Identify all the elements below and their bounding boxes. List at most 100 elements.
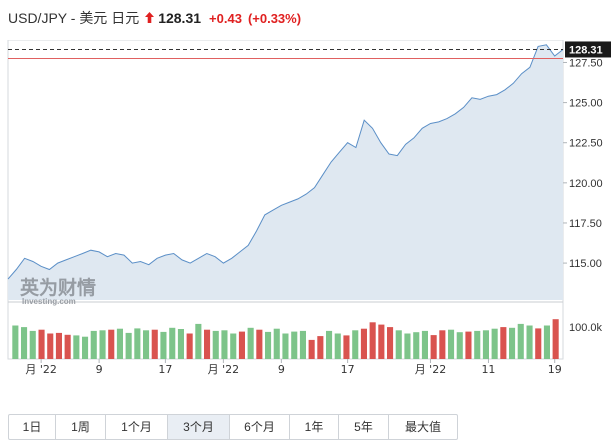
last-price: 128.31: [158, 10, 202, 26]
volume-bar: [552, 319, 559, 359]
quote-header: USD/JPY - 美元 日元 128.31 +0.43 (+0.33%): [8, 8, 301, 28]
volume-bar: [177, 329, 184, 359]
volume-bar: [55, 332, 62, 359]
price-area: [8, 44, 563, 300]
volume-bar: [195, 323, 202, 359]
volume-bar: [509, 327, 516, 359]
volume-bar: [343, 335, 350, 359]
range-button-2[interactable]: 1个月: [106, 415, 168, 439]
volume-bar: [160, 331, 167, 359]
volume-bar: [29, 330, 36, 359]
x-tick-label: 17: [158, 363, 172, 376]
volume-bar: [212, 330, 219, 359]
instrument-title: USD/JPY - 美元 日元: [8, 10, 140, 26]
volume-bar: [265, 331, 272, 359]
volume-bar: [273, 328, 280, 359]
range-button-5[interactable]: 1年: [290, 415, 339, 439]
volume-bar: [387, 327, 394, 359]
volume-bar: [73, 335, 80, 359]
x-tick-label: 9: [96, 363, 103, 376]
y-tick-label: 117.50: [569, 218, 602, 230]
volume-bar: [256, 329, 263, 359]
volume-bar: [421, 330, 428, 359]
x-tick-label: 月 '22: [25, 363, 57, 376]
volume-bar: [430, 335, 437, 359]
volume-bar: [82, 336, 89, 359]
volume-bar: [543, 325, 550, 359]
volume-bar: [230, 333, 237, 359]
svg-text:英为财情: 英为财情: [20, 276, 96, 299]
x-tick-label: 19: [548, 363, 562, 376]
volume-bar: [169, 327, 176, 359]
volume-bar: [535, 328, 542, 359]
volume-bar: [456, 332, 463, 359]
volume-bar: [143, 330, 150, 359]
price-change: +0.43: [209, 10, 242, 26]
range-button-6[interactable]: 5年: [339, 415, 389, 439]
volume-bar: [299, 330, 306, 359]
range-button-0[interactable]: 1日: [9, 415, 56, 439]
y-tick-label: 127.50: [569, 57, 603, 69]
volume-bar: [413, 332, 420, 359]
volume-bar: [125, 332, 132, 359]
volume-bar: [108, 329, 115, 359]
y-tick-label: 122.50: [569, 138, 603, 150]
volume-bar: [38, 329, 45, 359]
y-tick-label: 125.00: [569, 98, 603, 110]
volume-axis-label: 100.0k: [569, 322, 603, 334]
range-button-3[interactable]: 3个月: [168, 415, 230, 439]
volume-bar: [116, 328, 123, 359]
volume-bar: [500, 327, 507, 359]
up-arrow-icon: [145, 10, 155, 26]
volume-bar: [517, 323, 524, 359]
volume-bar: [308, 339, 315, 359]
volume-bar: [352, 330, 359, 359]
range-button-1[interactable]: 1周: [56, 415, 106, 439]
price-line: [7, 44, 564, 280]
volume-bar: [378, 324, 385, 359]
range-button-4[interactable]: 6个月: [230, 415, 290, 439]
volume-bar: [221, 330, 228, 359]
volume-bar: [21, 327, 28, 359]
x-tick-label: 11: [481, 363, 495, 376]
volume-bar: [151, 329, 158, 359]
y-tick-label: 120.00: [569, 178, 603, 190]
svg-text:128.31: 128.31: [569, 44, 603, 56]
y-tick-label: 115.00: [569, 258, 602, 270]
x-tick-label: 月 '22: [415, 363, 447, 376]
volume-bar: [186, 333, 193, 359]
volume-bar: [465, 331, 472, 359]
svg-text:Investing.com: Investing.com: [22, 297, 76, 306]
volume-bar: [90, 330, 97, 359]
volume-bar: [526, 325, 533, 359]
volume-bar: [360, 328, 367, 359]
volume-bar: [47, 333, 54, 359]
volume-bar: [282, 333, 289, 359]
time-range-selector: 1日 1周 1个月 3个月 6个月 1年 5年 最大值: [8, 414, 458, 440]
x-tick-label: 17: [341, 363, 355, 376]
volume-bar: [404, 333, 411, 359]
volume-bar: [291, 331, 298, 359]
volume-bar: [439, 330, 446, 359]
volume-bar: [482, 330, 489, 359]
volume-bar: [64, 334, 71, 359]
volume-bar: [474, 330, 481, 359]
volume-bar: [317, 336, 324, 359]
x-tick-label: 9: [278, 363, 285, 376]
volume-bar: [395, 330, 402, 359]
volume-bar: [448, 329, 455, 359]
volume-bar: [334, 333, 341, 359]
price-change-percent: (+0.33%): [247, 10, 302, 26]
volume-bar: [491, 328, 498, 359]
price-chart[interactable]: 127.50 125.00 122.50 120.00 117.50 115.00 128.…: [0, 40, 612, 385]
range-button-7[interactable]: 最大值: [404, 420, 441, 434]
volume-bar: [204, 329, 211, 359]
volume-bar: [247, 327, 254, 359]
volume-bar: [238, 331, 245, 359]
volume-bar: [369, 322, 376, 359]
volume-bar: [12, 325, 19, 359]
x-tick-label: 月 '22: [208, 363, 240, 376]
volume-bar: [99, 330, 106, 359]
volume-bar: [134, 328, 141, 359]
